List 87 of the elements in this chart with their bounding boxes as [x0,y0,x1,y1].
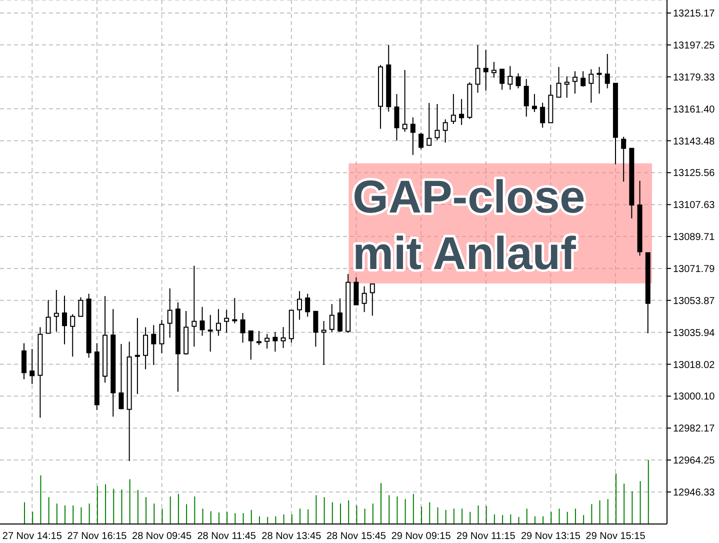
candlestick [500,68,505,90]
x-tick-label: 29 Nov 15:15 [586,531,646,542]
x-tick-label: 27 Nov 16:15 [67,531,128,542]
y-tick-label: 13143.48 [673,136,716,148]
candlestick [159,319,164,354]
candlestick [426,102,432,146]
x-tick-label: 28 Nov 13:45 [262,531,322,542]
candlestick [151,324,156,366]
candlestick [442,118,448,144]
candlestick [232,298,238,324]
candlestick [491,61,496,78]
y-tick-label: 12964.25 [673,456,716,467]
candlestick [532,94,537,113]
candlestick [208,314,213,352]
candlestick [564,76,570,98]
candlestick [272,332,278,352]
candlestick [516,72,521,89]
candlestick [450,94,456,124]
candlestick [296,290,302,320]
y-tick-label: 13053.87 [673,296,716,307]
candlestick [329,304,334,333]
candlestick [524,78,529,118]
candlestick [248,330,254,360]
candlestick [200,306,205,336]
y-tick-label: 13161.40 [673,104,716,116]
candlestick [30,348,35,385]
candlestick [394,94,400,142]
candlestick [604,53,610,89]
x-tick-label: 27 Nov 14:15 [2,531,62,542]
y-tick-label: 13000.10 [673,392,716,403]
candlestick [402,69,408,132]
candlestick [256,330,262,346]
y-tick-label: 13215.17 [673,8,716,20]
candlestick [434,103,440,140]
candlestick [572,70,578,94]
y-tick-label: 13018.02 [673,360,716,371]
y-tick-label: 13179.33 [673,72,716,84]
candlestick [338,298,342,333]
x-tick-label: 28 Nov 09:45 [132,531,192,542]
band-label: GAP-close mit Anlauf [352,170,586,279]
candlestick [134,317,140,395]
y-tick-label: 12946.33 [673,488,716,499]
candlestick [475,44,480,94]
y-tick-label: 13035.94 [673,328,716,339]
candlestick [143,326,148,370]
candlestick [321,320,326,366]
candlestick [167,288,172,338]
x-tick-label: 29 Nov 09:15 [391,531,452,542]
candlestick [362,286,367,313]
candlestick [508,66,513,90]
candlestick [588,68,594,104]
candlestick [556,66,562,98]
y-tick-label: 13197.25 [673,40,716,52]
candlestick [305,293,310,318]
y-tick-label: 13089.71 [673,232,716,244]
candlestick [459,98,464,126]
candlestick [264,333,270,350]
candlestick [224,309,230,334]
candlestick [621,136,626,182]
candlestick [118,343,124,410]
y-tick-label: 13071.79 [673,264,716,275]
candlestick [540,102,546,128]
candlestick [78,296,84,317]
candlestick [483,50,488,92]
candlestick [370,283,375,316]
y-tick-label: 12982.17 [673,424,716,435]
candlestick [62,295,68,345]
candlestick [354,276,359,306]
candlestick [410,116,416,156]
y-tick-label: 13125.56 [673,168,716,180]
candlestick [192,265,197,348]
candlestick [22,342,26,380]
x-tick-label: 28 Nov 15:45 [326,531,386,542]
y-tick-label: 13107.63 [673,200,716,212]
candlestick [216,308,221,336]
x-tick-label: 29 Nov 13:15 [520,531,581,542]
candlestick [54,289,59,332]
candlestick [596,66,602,94]
candlestick [418,132,424,150]
candlestick [240,312,246,344]
candlestick [580,70,586,88]
candlestick [46,299,51,334]
candlestick [70,314,76,358]
x-tick-label: 29 Nov 11:15 [456,531,516,542]
candlestick [313,310,318,348]
x-tick-label: 28 Nov 11:45 [197,531,256,542]
candlestick [280,326,286,349]
